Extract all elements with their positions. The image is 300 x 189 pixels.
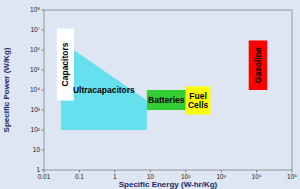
chart: 0.01 0.1 1 10 10² 10³ 10⁴ 10⁵ 1 10 10² 10³ 10⁴ 10⁵ 10⁶… [0, 0, 300, 189]
y-tick [42, 130, 45, 131]
y-tick [42, 30, 45, 31]
x-tick-label: 10⁵ [287, 173, 297, 180]
y-tick [42, 50, 45, 51]
region [147, 90, 186, 110]
y-tick-label: 10⁶ [30, 46, 40, 53]
y-tick [42, 170, 45, 171]
y-tick-label: 10⁴ [30, 86, 40, 93]
y-tick-label: 10⁸ [30, 6, 40, 13]
x-tick-label: 10 [147, 173, 155, 180]
y-tick [42, 10, 45, 11]
region-label: FuelCells [188, 91, 209, 110]
region [57, 28, 74, 100]
plot-frame [44, 10, 292, 170]
x-tick-label: 0.01 [38, 173, 51, 180]
region-label: Ultracapacitors [73, 85, 135, 95]
y-tick [42, 70, 45, 71]
x-tick-label: 1 [113, 173, 117, 180]
y-tick-label: 10 [33, 146, 41, 153]
background [0, 0, 300, 189]
y-tick-label: 10³ [31, 106, 41, 113]
y-axis-title: Specific Power (W/Kg) [2, 47, 11, 132]
region-label-line: Cells [188, 100, 209, 110]
y-tick-label: 10⁷ [30, 26, 40, 33]
x-tick-label: 10³ [216, 173, 226, 180]
y-tick [42, 90, 45, 91]
regions [57, 28, 267, 130]
x-tick-label: 0.1 [75, 173, 84, 180]
region-label: Capacitors [60, 42, 70, 86]
y-tick-label: 1 [36, 166, 40, 173]
x-tick-label: 10² [181, 173, 191, 180]
region-label: Gasoline [253, 47, 263, 83]
y-tick [42, 150, 45, 151]
y-tick-label: 10⁵ [30, 66, 40, 73]
x-axis-title: Specific Energy (W-hr/Kg) [119, 180, 218, 189]
y-tick-label: 10² [31, 126, 41, 133]
region [186, 86, 211, 114]
x-tick-label: 10⁴ [252, 173, 262, 180]
region [249, 40, 268, 90]
y-tick [42, 110, 45, 111]
region-label: Batteries [148, 95, 185, 105]
